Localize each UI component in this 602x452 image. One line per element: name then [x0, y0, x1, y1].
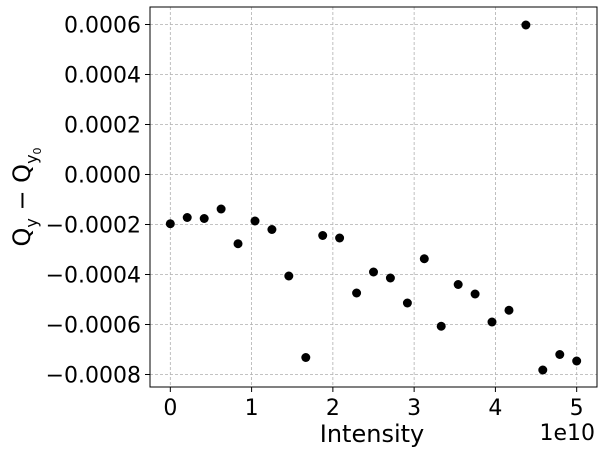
data-point: [301, 353, 311, 362]
data-point: [369, 267, 378, 277]
x-tick-label: 5: [570, 396, 584, 421]
svg-text:Qy − Qy0: Qy − Qy0: [8, 147, 44, 246]
plot-frame: [149, 6, 598, 388]
data-point: [318, 231, 328, 240]
x-tick-label: 1: [245, 396, 259, 421]
data-point: [555, 350, 565, 359]
y-tick-label: 0.0002: [64, 114, 141, 139]
x-tick-label: 3: [407, 396, 421, 421]
data-point: [402, 298, 412, 308]
data-point: [572, 356, 582, 366]
x-tick-label: 4: [488, 396, 502, 421]
data-point: [199, 214, 209, 223]
data-point: [504, 305, 514, 315]
grid-lines: [150, 7, 597, 387]
x-tick-label: 2: [326, 396, 340, 421]
data-point: [385, 273, 395, 283]
y-tick-label: −0.0002: [46, 214, 141, 239]
data-point: [284, 271, 294, 281]
y-axis-label: Qy − Qy0: [8, 147, 44, 246]
y-tick-label: −0.0008: [46, 364, 141, 389]
x-axis-ticks: 0 1 2 3 4 5: [163, 387, 584, 421]
data-point: [216, 204, 226, 214]
y-tick-label: −0.0004: [46, 264, 141, 289]
data-point: [335, 233, 345, 243]
x-tick-label: 0: [163, 396, 177, 421]
data-point: [250, 216, 260, 226]
data-points: [165, 20, 582, 375]
y-tick-label: 0.0004: [64, 64, 141, 89]
x-axis-offset-label: 1e10: [539, 421, 595, 446]
data-point: [453, 280, 463, 289]
data-point: [233, 239, 243, 249]
x-axis-label: Intensity: [320, 420, 424, 448]
data-point: [419, 254, 429, 264]
data-point: [267, 225, 277, 234]
data-point: [521, 20, 531, 30]
data-point: [182, 213, 192, 222]
y-axis-ticks: 0.0006 0.0004 0.0002 0.0000 −0.0002 −0.0004 −0…: [46, 14, 150, 389]
data-point: [487, 317, 497, 327]
data-point: [352, 288, 362, 298]
data-point: [165, 219, 175, 229]
data-point: [436, 321, 446, 331]
data-point: [538, 365, 548, 375]
y-tick-label: −0.0006: [46, 314, 141, 339]
y-tick-label: 0.0000: [64, 164, 141, 189]
data-point: [470, 289, 480, 299]
y-tick-label: 0.0006: [64, 14, 141, 39]
